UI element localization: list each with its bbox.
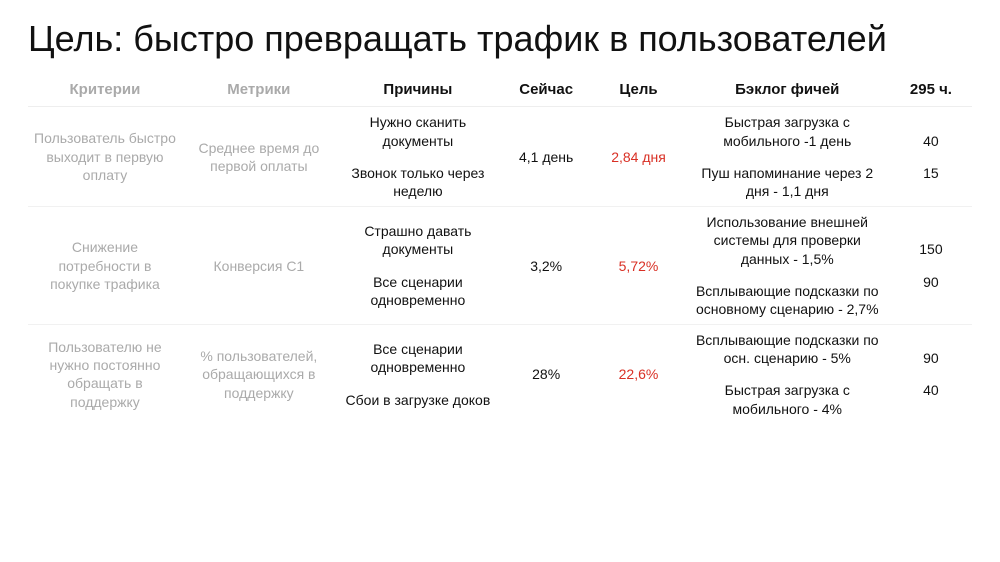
col-hours: 295 ч. <box>890 73 972 107</box>
cell-backlog: Использование внешней системы для провер… <box>685 207 890 325</box>
cell-goal: 2,84 дня <box>592 107 684 207</box>
cell-reasons: Страшно давать документы Все сценарии од… <box>336 207 500 325</box>
cell-goal: 22,6% <box>592 325 684 424</box>
reason-text: Нужно сканить документы <box>342 113 494 149</box>
cell-backlog: Быстрая загрузка с мобильного -1 день Пу… <box>685 107 890 207</box>
reason-text: Все сценарии одновременно <box>342 340 494 376</box>
cell-hours: 40 15 <box>890 107 972 207</box>
col-metrics: Метрики <box>182 73 336 107</box>
goal-table: Критерии Метрики Причины Сейчас Цель Бэк… <box>28 73 972 423</box>
hours-text: 40 <box>923 132 939 150</box>
reason-text: Страшно давать документы <box>342 222 494 258</box>
hours-text: 40 <box>923 381 939 399</box>
backlog-text: Всплывающие подсказки по основному сцена… <box>691 282 884 318</box>
hours-text: 90 <box>923 273 939 291</box>
hours-text: 90 <box>923 349 939 367</box>
cell-backlog: Всплывающие подсказки по осн. сценарию -… <box>685 325 890 424</box>
col-criteria: Критерии <box>28 73 182 107</box>
backlog-text: Всплывающие подсказки по осн. сценарию -… <box>691 331 884 367</box>
reason-text: Звонок только через неделю <box>342 164 494 200</box>
cell-reasons: Все сценарии одновременно Сбои в загрузк… <box>336 325 500 424</box>
cell-reasons: Нужно сканить документы Звонок только че… <box>336 107 500 207</box>
table-row: Пользователю не нужно постоянно обращать… <box>28 325 972 424</box>
backlog-text: Пуш напоминание через 2 дня - 1,1 дня <box>691 164 884 200</box>
cell-metric: Среднее время до первой оплаты <box>182 107 336 207</box>
cell-criteria: Снижение потребности в покупке трафика <box>28 207 182 325</box>
hours-text: 15 <box>923 164 939 182</box>
hours-text: 150 <box>919 240 942 258</box>
cell-hours: 150 90 <box>890 207 972 325</box>
col-backlog: Бэклог фичей <box>685 73 890 107</box>
cell-hours: 90 40 <box>890 325 972 424</box>
col-goal: Цель <box>592 73 684 107</box>
backlog-text: Быстрая загрузка с мобильного - 4% <box>691 381 884 417</box>
cell-now: 4,1 день <box>500 107 592 207</box>
table-header-row: Критерии Метрики Причины Сейчас Цель Бэк… <box>28 73 972 107</box>
cell-now: 28% <box>500 325 592 424</box>
col-reasons: Причины <box>336 73 500 107</box>
cell-metric: Конверсия C1 <box>182 207 336 325</box>
table-row: Пользователь быстро выходит в первую опл… <box>28 107 972 207</box>
backlog-text: Быстрая загрузка с мобильного -1 день <box>691 113 884 149</box>
table-row: Снижение потребности в покупке трафика К… <box>28 207 972 325</box>
cell-criteria: Пользователь быстро выходит в первую опл… <box>28 107 182 207</box>
cell-goal: 5,72% <box>592 207 684 325</box>
reason-text: Все сценарии одновременно <box>342 273 494 309</box>
cell-criteria: Пользователю не нужно постоянно обращать… <box>28 325 182 424</box>
cell-now: 3,2% <box>500 207 592 325</box>
reason-text: Сбои в загрузке доков <box>346 391 491 409</box>
page-title: Цель: быстро превращать трафик в пользов… <box>28 18 972 59</box>
col-now: Сейчас <box>500 73 592 107</box>
backlog-text: Использование внешней системы для провер… <box>691 213 884 268</box>
cell-metric: % пользователей, обращающихся в поддержк… <box>182 325 336 424</box>
